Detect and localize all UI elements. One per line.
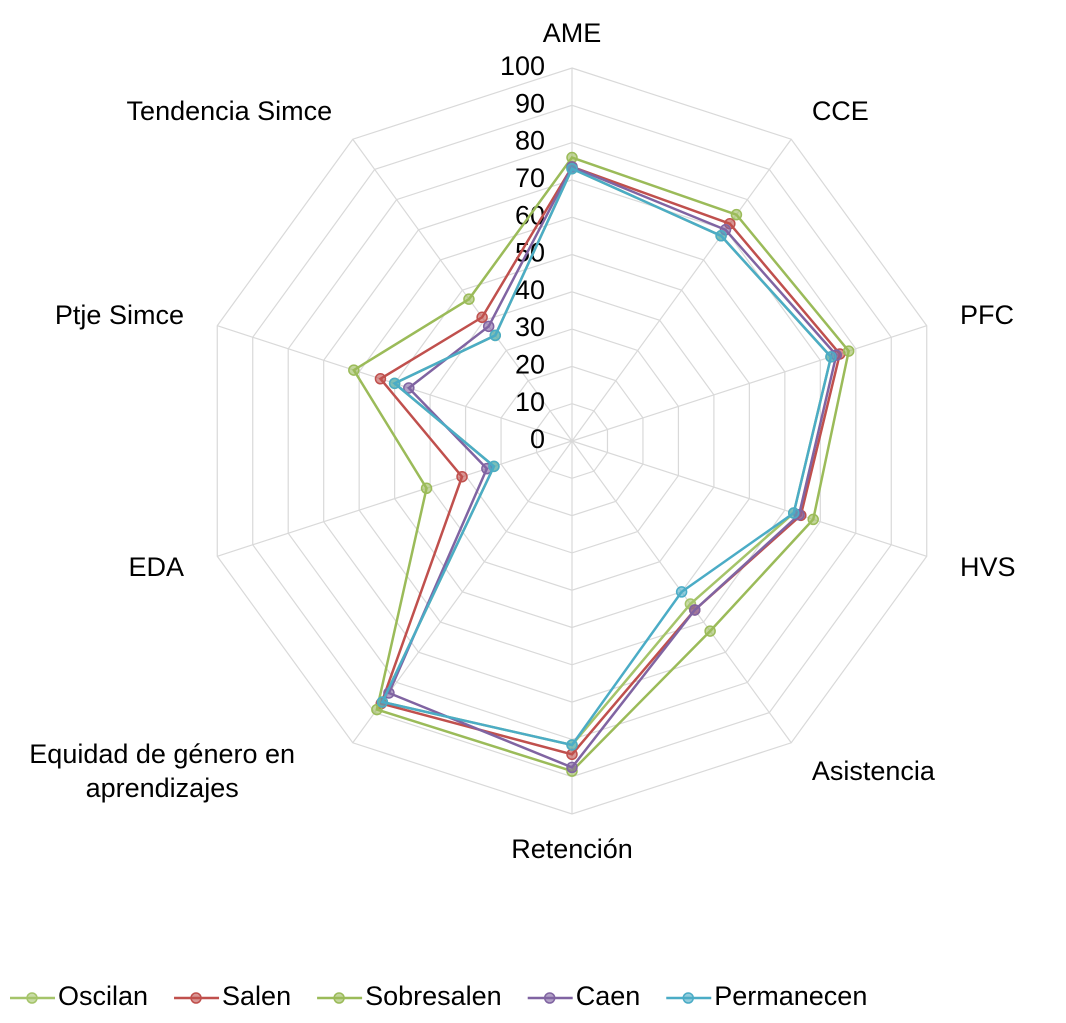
data-point	[374, 373, 387, 385]
series-line	[387, 165, 838, 769]
legend-item: Sobresalen	[317, 981, 502, 1011]
spoke	[352, 138, 573, 442]
legend-item: Oscilan	[10, 981, 148, 1011]
series-line	[380, 167, 833, 747]
category-label: Tendencia Simce	[126, 95, 333, 126]
data-point	[376, 696, 389, 708]
data-point	[787, 507, 800, 519]
spoke	[571, 138, 792, 442]
data-point	[566, 748, 578, 761]
data-point	[566, 151, 578, 164]
y-tick-label: 40	[515, 275, 545, 305]
category-label: EDA	[128, 552, 184, 583]
y-tick-label: 30	[515, 312, 545, 342]
data-point	[730, 208, 743, 221]
series	[374, 161, 846, 761]
series-line	[352, 156, 851, 773]
spoke	[571, 440, 927, 557]
y-tick-label: 100	[500, 51, 545, 81]
legend-label: Oscilan	[58, 981, 148, 1011]
data-point	[489, 329, 502, 342]
series	[376, 162, 837, 751]
category-label: Ptje Simce	[54, 299, 184, 330]
y-tick-label: 90	[515, 88, 545, 118]
legend-marker	[543, 992, 556, 1004]
legend-marker	[190, 992, 202, 1004]
data-point	[463, 293, 475, 305]
y-tick-label: 10	[515, 387, 545, 417]
legend-label: Salen	[222, 981, 291, 1011]
y-tick-label: 20	[515, 350, 545, 380]
data-point	[420, 482, 433, 495]
data-point	[388, 377, 401, 390]
spoke	[571, 325, 927, 442]
data-point	[715, 230, 727, 242]
data-point	[456, 470, 468, 483]
data-point	[482, 320, 495, 333]
data-point	[689, 604, 701, 616]
data-point	[842, 345, 855, 357]
series	[348, 151, 855, 777]
data-point	[476, 311, 488, 324]
y-tick-label: 0	[530, 424, 545, 454]
category-label: Equidad de género en aprendizajes	[29, 739, 296, 804]
data-point	[566, 761, 578, 774]
data-point	[403, 382, 415, 394]
data-point	[675, 586, 688, 598]
legend-label: Sobresalen	[365, 981, 502, 1011]
legend-item: Caen	[527, 981, 641, 1011]
data-point	[704, 625, 716, 637]
legend-marker	[333, 992, 345, 1004]
series-line	[380, 167, 833, 747]
legend-marker	[26, 992, 38, 1004]
legend-label: Permanecen	[714, 981, 867, 1011]
data-point	[488, 460, 500, 473]
y-tick-label: 70	[515, 163, 545, 193]
legend-item: Permanecen	[666, 981, 867, 1011]
legend-label: Caen	[576, 981, 641, 1011]
data-point	[348, 364, 360, 376]
category-label: HVS	[960, 552, 1016, 583]
category-label: CCE	[811, 95, 869, 126]
data-point	[807, 513, 819, 526]
category-label: Asistencia	[811, 756, 935, 787]
category-label: AME	[542, 18, 602, 48]
category-label: PFC	[960, 299, 1015, 330]
data-point	[371, 703, 383, 716]
category-label: Retención	[511, 834, 633, 864]
y-tick-label: 80	[515, 126, 545, 156]
spoke	[217, 440, 573, 557]
data-point	[566, 739, 578, 751]
legend-item: Salen	[174, 981, 291, 1011]
data-point	[825, 351, 837, 363]
legend-marker	[682, 992, 694, 1004]
data-point	[566, 162, 578, 175]
